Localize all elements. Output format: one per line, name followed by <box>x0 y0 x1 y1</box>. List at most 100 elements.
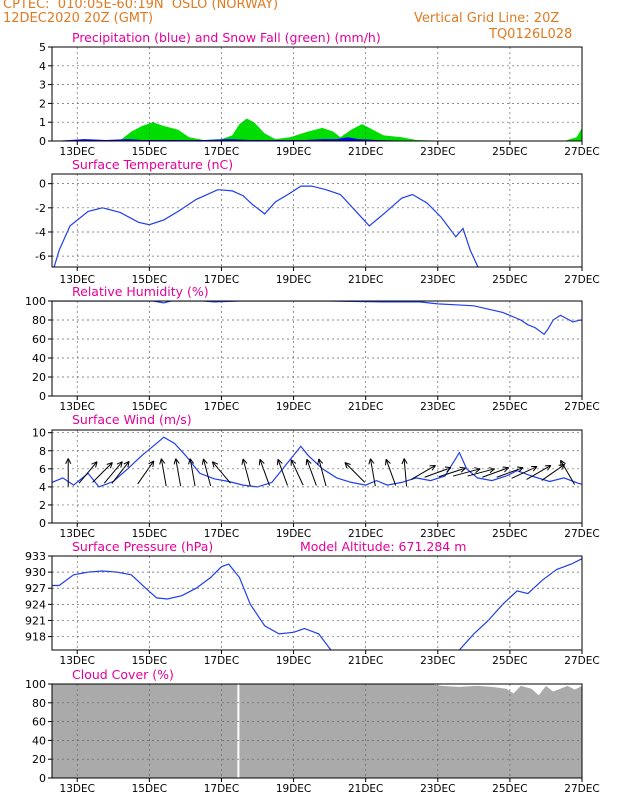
wind-arrow-shaft <box>290 459 304 486</box>
wind-arrow-head <box>258 459 261 466</box>
wind-arrow-head <box>276 459 279 466</box>
x-tick-label: 19DEC <box>276 783 311 795</box>
wind-arrow <box>188 458 196 487</box>
x-tick-label: 21DEC <box>348 783 383 795</box>
wind-arrow-head <box>120 461 123 468</box>
panel-4: 918 921 924 927 930 933 13DEC 15DEC 17DEC 19DEC 21… <box>25 539 600 667</box>
wind-arrow-head <box>211 461 215 468</box>
wind-arrow <box>276 458 289 486</box>
wind-arrow-head <box>370 458 375 464</box>
y-tick-label: 0 <box>39 390 46 403</box>
model-code: TQ0126L028 <box>489 27 573 42</box>
y-tick-label: 100 <box>25 295 46 308</box>
wind-arrow-shaft <box>103 461 123 484</box>
x-tick-label: 13DEC <box>60 146 95 158</box>
x-tick-label: 15DEC <box>132 401 167 413</box>
wind-arrow-shaft <box>202 458 212 487</box>
wind-arrow-shaft <box>318 458 327 487</box>
wind-arrow-shaft <box>306 459 317 486</box>
wind-arrow-shaft <box>78 461 98 484</box>
wind-arrow-shaft <box>438 467 466 478</box>
x-tick-label: 23DEC <box>420 655 455 667</box>
wind-arrow-head <box>306 458 312 464</box>
wind-arrow-head <box>504 467 509 473</box>
x-tick-label: 17DEC <box>204 274 239 286</box>
x-tick-label: 21DEC <box>348 528 383 540</box>
series-line <box>53 185 480 267</box>
wind-arrow-head <box>106 462 113 465</box>
wind-arrow <box>560 459 576 485</box>
x-tick-label: 15DEC <box>132 528 167 540</box>
panel-2: 0 20 40 60 80 100 13DEC 15DEC 17DEC 19DEC 21DEC 23D… <box>25 284 600 413</box>
wind-arrow <box>241 458 251 487</box>
wind-arrow-head <box>116 461 123 465</box>
wind-arrow <box>410 464 436 480</box>
wind-arrow-head <box>385 458 391 464</box>
plot-area <box>52 684 582 778</box>
wind-arrow-head <box>474 467 481 470</box>
panel-title: Precipitation (blue) and Snow Fall (gree… <box>72 30 381 45</box>
wind-arrow-head <box>188 458 191 465</box>
x-tick-label: 21DEC <box>348 146 383 158</box>
wind-arrow-shaft <box>496 467 524 478</box>
x-tick-label: 17DEC <box>204 528 239 540</box>
wind-arrow-head <box>95 461 98 468</box>
wind-arrow <box>526 464 552 480</box>
wind-arrow <box>452 467 481 477</box>
x-tick-label: 25DEC <box>492 528 527 540</box>
wind-arrow <box>368 458 376 487</box>
date-header: 12DEC2020 20Z (GMT) <box>3 11 154 26</box>
series-line <box>52 557 582 650</box>
x-tick-label: 13DEC <box>60 783 95 795</box>
y-tick-label: 924 <box>25 598 46 611</box>
x-tick-label: 23DEC <box>420 528 455 540</box>
wind-arrow <box>385 458 397 486</box>
panel-frame <box>51 683 583 779</box>
wind-arrow <box>317 458 327 487</box>
wind-arrow-shaft <box>111 461 130 484</box>
y-tick-label: 930 <box>25 566 46 579</box>
wind-arrow-shaft <box>541 463 565 481</box>
station-header: CPTEC: 010:05E-60:19N OSLO (NORWAY) <box>3 0 279 12</box>
wind-arrow-head <box>123 460 130 465</box>
grid-line-note: Vertical Grid Line: 20Z <box>414 11 560 26</box>
y-tick-label: 921 <box>25 614 46 627</box>
wind-arrow-head <box>475 468 481 474</box>
panel-title: Cloud Cover (%) <box>72 667 174 682</box>
wind-arrow-head <box>344 462 348 469</box>
wind-arrow-head <box>403 458 408 464</box>
wind-arrow-shaft <box>189 458 196 487</box>
wind-arrow-head <box>67 458 72 465</box>
panel-frame <box>51 555 583 651</box>
wind-arrow-head <box>305 459 308 466</box>
wind-arrow-head <box>558 463 565 466</box>
wind-arrow-head <box>91 461 98 465</box>
y-tick-label: 1 <box>39 116 46 129</box>
wind-arrow-shaft <box>410 465 436 480</box>
y-tick-label: 80 <box>32 697 46 710</box>
y-tick-label: 0 <box>39 178 46 191</box>
y-tick-label: 2 <box>39 97 46 110</box>
wind-arrow-shaft <box>403 458 408 487</box>
wind-arrow-head <box>518 467 524 473</box>
wind-arrow <box>111 460 130 484</box>
wind-arrow-head <box>212 461 219 465</box>
wind-arrow-shaft <box>212 461 231 484</box>
wind-arrow <box>424 466 452 478</box>
x-tick-label: 17DEC <box>204 655 239 667</box>
wind-arrow-head <box>259 458 265 464</box>
wind-arrow-head <box>241 458 244 465</box>
panel-title: Surface Temperature (nC) <box>72 157 233 172</box>
wind-arrow-shaft <box>467 468 495 477</box>
plot-area <box>53 185 480 267</box>
wind-arrow <box>103 461 123 484</box>
wind-arrow-head <box>431 465 436 471</box>
x-tick-label: 15DEC <box>132 655 167 667</box>
y-tick-label: 80 <box>32 314 46 327</box>
wind-arrow-head <box>277 458 283 464</box>
wind-arrow-shaft <box>526 465 552 480</box>
panel-frame <box>51 300 583 397</box>
wind-arrow-head <box>444 466 451 469</box>
x-tick-label: 21DEC <box>348 401 383 413</box>
wind-arrow-shaft <box>369 458 376 487</box>
